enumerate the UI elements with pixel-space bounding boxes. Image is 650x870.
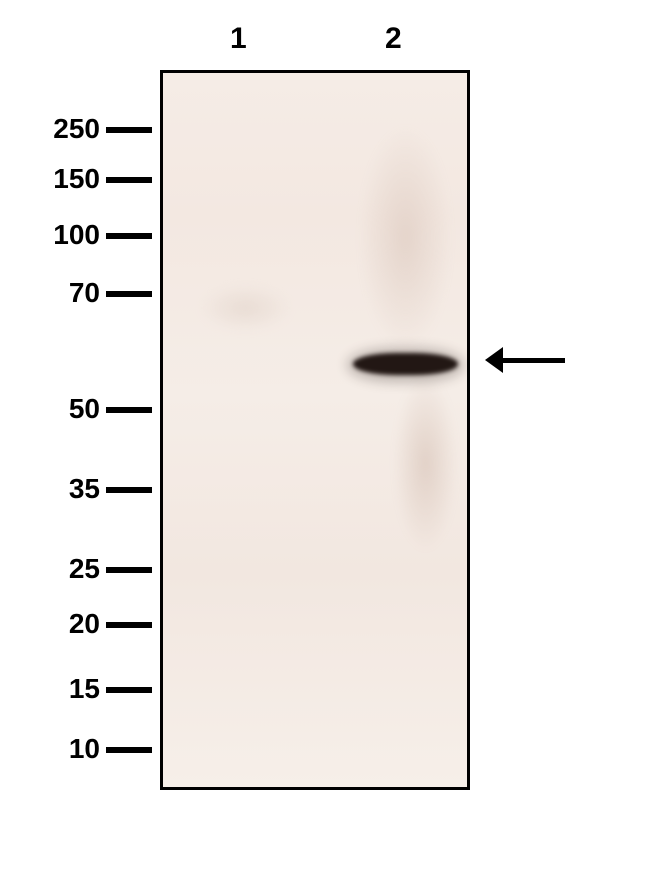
blot-smear	[393, 373, 458, 553]
arrow-head-icon	[485, 347, 503, 373]
marker-label: 250	[0, 113, 100, 145]
marker-tick	[106, 687, 152, 693]
marker-tick	[106, 622, 152, 628]
target-band-arrow	[485, 347, 565, 373]
marker-tick	[106, 567, 152, 573]
marker-label: 150	[0, 163, 100, 195]
blot-smear	[358, 123, 453, 353]
lane-label-2: 2	[385, 22, 402, 56]
marker-label: 100	[0, 219, 100, 251]
marker-label: 70	[0, 277, 100, 309]
blot-membrane	[160, 70, 470, 790]
marker-label: 35	[0, 473, 100, 505]
western-blot-figure: 1 2 250 150 100 70 50 35 25 20 15 10	[0, 0, 650, 870]
marker-tick	[106, 407, 152, 413]
marker-tick	[106, 127, 152, 133]
marker-tick	[106, 291, 152, 297]
marker-label: 50	[0, 393, 100, 425]
marker-tick	[106, 177, 152, 183]
marker-label: 15	[0, 673, 100, 705]
marker-label: 20	[0, 608, 100, 640]
marker-label: 10	[0, 733, 100, 765]
blot-smear	[198, 283, 293, 333]
marker-tick	[106, 747, 152, 753]
protein-band	[353, 353, 458, 375]
marker-tick	[106, 233, 152, 239]
marker-label: 25	[0, 553, 100, 585]
arrow-shaft	[503, 358, 565, 363]
lane-label-1: 1	[230, 22, 247, 56]
marker-tick	[106, 487, 152, 493]
